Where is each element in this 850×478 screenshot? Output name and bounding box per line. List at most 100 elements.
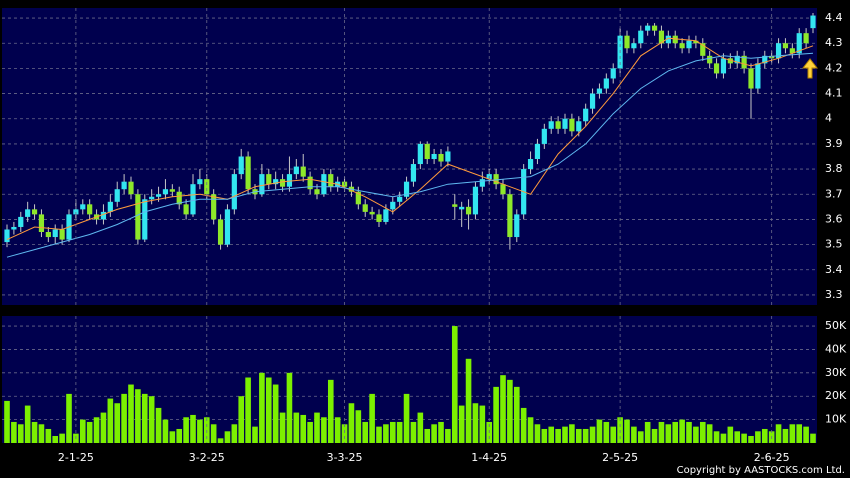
volume-bar (472, 403, 479, 443)
candle-body (479, 179, 485, 187)
candle-body (80, 204, 86, 210)
volume-bar (575, 428, 582, 443)
volume-bar (38, 424, 45, 443)
volume-bar (734, 431, 741, 443)
volume-bar (141, 393, 148, 443)
volume-bar (493, 386, 499, 443)
y-tick-label: 3.8 (825, 162, 843, 175)
candle-body (376, 214, 382, 222)
volume-bar (341, 424, 348, 443)
candle-body (514, 214, 520, 238)
candle-body (534, 143, 541, 160)
volume-bar (527, 417, 534, 443)
candle-body (465, 206, 472, 215)
volume-bar (148, 396, 155, 443)
volume-bar (582, 428, 589, 443)
x-tick-label: 2-5-25 (602, 451, 638, 464)
volume-bar (155, 407, 162, 443)
volume-bar (265, 377, 272, 443)
volume-bar (720, 433, 727, 443)
candle-body (472, 186, 479, 215)
candle-body (596, 88, 603, 94)
volume-bar (803, 426, 809, 443)
candle-body (155, 194, 162, 197)
copyright: Copyright by AASTOCKS.com Ltd. (677, 465, 845, 476)
candle-body (562, 118, 568, 129)
candle-body (748, 68, 754, 89)
candle-body (183, 204, 189, 215)
candle-body (266, 174, 272, 185)
moving-average-line (6, 37, 814, 241)
candle-body (700, 43, 706, 56)
volume-bar (741, 433, 747, 443)
volume-bar (389, 421, 396, 443)
volume-bar (107, 398, 114, 443)
candle-body (100, 211, 107, 220)
volume-bar (562, 426, 568, 443)
volume-bar (176, 428, 183, 443)
candle-body (355, 191, 361, 205)
candle-body (686, 40, 692, 49)
volume-bar (686, 421, 692, 443)
volume-bar (93, 417, 100, 443)
volume-bar (307, 421, 313, 443)
candle-body (176, 191, 182, 205)
candle-body (286, 174, 293, 187)
volume-bar (651, 428, 658, 443)
volume-bar (451, 326, 458, 443)
candle-body (810, 15, 816, 29)
volume-bar (300, 414, 307, 443)
volume-bar (727, 426, 734, 443)
candle-body (31, 209, 38, 215)
y-tick-label: 3.4 (825, 263, 843, 276)
candle-body (445, 151, 451, 162)
candle-body (369, 211, 375, 215)
volume-bar (183, 417, 189, 443)
volume-bar (644, 421, 651, 443)
candle-body (162, 189, 169, 195)
volume-bar (31, 421, 38, 443)
candle-body (679, 43, 685, 49)
candle-body (11, 226, 17, 230)
price-panel (2, 8, 817, 305)
volume-bar (245, 377, 251, 443)
x-tick-label: 3-2-25 (189, 451, 225, 464)
volume-bar (362, 421, 369, 443)
candle-body (713, 63, 720, 74)
candle-body (142, 199, 148, 240)
candle-body (321, 174, 327, 195)
volume-bar (603, 421, 610, 443)
volume-bar (417, 412, 424, 443)
volume-bar (190, 414, 196, 443)
candle-body (410, 164, 417, 182)
candle-body (245, 156, 251, 190)
candle-body (114, 189, 120, 202)
candle-body (775, 43, 782, 59)
volume-bar (169, 431, 176, 443)
volume-bar (775, 424, 782, 443)
candle-body (45, 232, 51, 238)
candle-body (569, 118, 575, 132)
candle-body (224, 209, 231, 245)
candle-body (190, 184, 196, 215)
candle-body (610, 68, 616, 79)
volume-bar (100, 412, 107, 443)
volume-bar (355, 410, 362, 443)
x-tick-label: 3-3-25 (327, 451, 363, 464)
volume-bar (624, 419, 630, 443)
volume-bar (17, 424, 24, 443)
volume-bar (410, 421, 417, 443)
candle-body (273, 179, 279, 185)
candle-body (452, 204, 458, 207)
candle-body (583, 108, 589, 122)
candle-body (693, 40, 699, 44)
candle-body (18, 216, 24, 227)
volume-bar (238, 396, 245, 443)
candle-body (720, 58, 727, 74)
volume-bar (231, 424, 238, 443)
x-tick-label: 2-1-25 (58, 451, 94, 464)
volume-bar (665, 424, 672, 443)
volume-bar (507, 379, 513, 443)
signal-arrow (801, 58, 819, 79)
